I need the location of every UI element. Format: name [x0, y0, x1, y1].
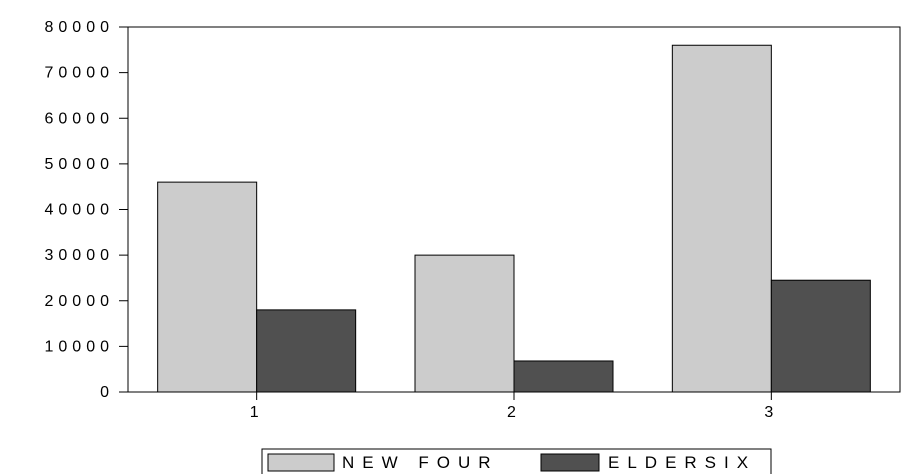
y-tick-label: 50000: [45, 156, 115, 173]
x-axis: 1 2 3: [250, 392, 778, 421]
legend-box: [261, 448, 772, 474]
y-tick-label: 60000: [45, 110, 115, 127]
y-tick-label: 40000: [45, 202, 115, 219]
y-tick-label: 70000: [45, 65, 115, 82]
bar-eldersix-3: [770, 279, 871, 393]
bar-eldersix-2: [513, 360, 614, 393]
bar-eldersix-1: [256, 309, 357, 393]
legend: NEW FOUR ELDERSIX: [261, 448, 772, 474]
bar-new-four-2: [414, 254, 515, 393]
bar-new-four-3: [671, 44, 772, 393]
bars-group: [157, 44, 871, 393]
legend-label-new-four: NEW FOUR: [342, 453, 499, 472]
x-tick-label: 1: [250, 404, 264, 421]
y-tick-label: 10000: [45, 338, 115, 355]
bar-new-four-1: [157, 181, 258, 393]
x-tick-label: 3: [764, 404, 778, 421]
y-tick-label: 30000: [45, 247, 115, 264]
legend-label-eldersix: ELDERSIX: [608, 453, 756, 472]
legend-swatch-new-four: [267, 453, 335, 472]
legend-swatch-eldersix: [540, 453, 600, 472]
y-axis: 0 10000 20000 30000 40000 50000 60000 70000 8000…: [45, 19, 128, 401]
y-tick-label: 80000: [45, 19, 115, 36]
y-tick-label: 0: [100, 384, 114, 401]
y-tick-label: 20000: [45, 293, 115, 310]
x-tick-label: 2: [507, 404, 521, 421]
